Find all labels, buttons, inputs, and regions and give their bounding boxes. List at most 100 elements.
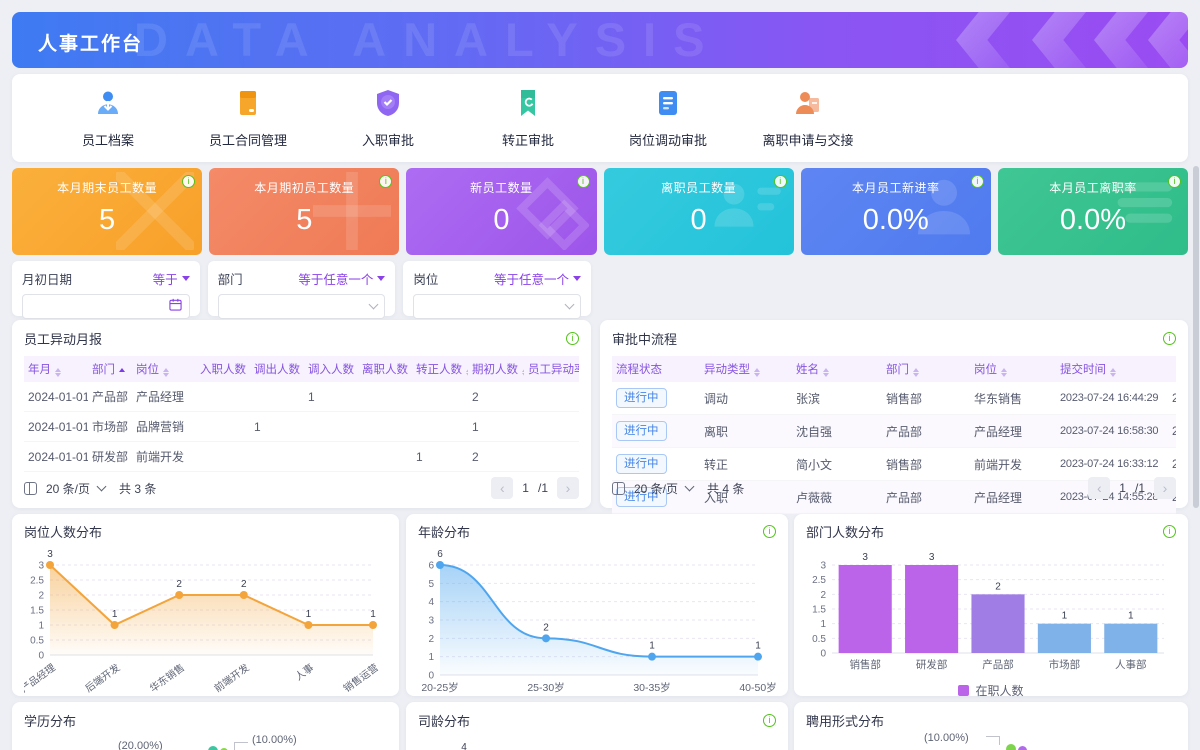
sort-icon[interactable]: [163, 368, 169, 377]
svg-text:1: 1: [755, 641, 761, 652]
sort-icon[interactable]: [522, 368, 524, 377]
filter-operator[interactable]: 等于任意一个: [298, 269, 386, 288]
svg-text:5: 5: [428, 579, 434, 590]
filter-date-input[interactable]: [22, 294, 190, 319]
column-settings-icon[interactable]: [24, 481, 37, 495]
sort-icon[interactable]: [55, 368, 61, 377]
quick-link-2[interactable]: 员工合同管理: [178, 88, 318, 149]
chart-title: 聘用形式分布: [806, 714, 885, 729]
quick-link-1[interactable]: 员工档案: [38, 88, 178, 149]
table-cell: 简小文: [792, 447, 882, 481]
column-header-3[interactable]: 岗位: [132, 356, 196, 382]
column-header-4[interactable]: 部门: [882, 356, 970, 382]
stat-card-value: 0: [493, 204, 510, 236]
quick-link-label: 离职申请与交接: [762, 132, 854, 148]
column-header-7[interactable]: 离职人数: [358, 356, 412, 382]
prev-page-button[interactable]: ‹: [491, 477, 514, 499]
info-icon[interactable]: i: [970, 175, 984, 188]
table-cell: 调动: [700, 382, 792, 415]
table-cell: 2024-01-01: [24, 382, 88, 412]
position-distribution-card: 岗位人数分布 0 0.5 1 1.5 2 2.5 3 3 产品经理 1 后端开发 2 华东销售 2 前端开发…: [12, 514, 399, 696]
column-header-3[interactable]: 姓名: [792, 356, 882, 382]
svg-text:1: 1: [112, 609, 118, 620]
info-icon[interactable]: i: [763, 714, 776, 727]
column-header-9[interactable]: 期初人数: [468, 356, 524, 382]
info-icon[interactable]: i: [182, 175, 196, 188]
page-scrollbar[interactable]: [1192, 0, 1200, 750]
sort-icon[interactable]: [119, 368, 125, 372]
sort-icon[interactable]: [1001, 368, 1007, 377]
chevron-down-icon[interactable]: [684, 481, 695, 492]
quick-link-3[interactable]: 入职审批: [318, 88, 458, 149]
table-cell: 2: [468, 441, 524, 472]
info-icon[interactable]: i: [1163, 332, 1176, 345]
table-cell: [304, 411, 358, 442]
sort-icon[interactable]: [754, 368, 760, 377]
table-row: 2024-01-01 研发部 前端开发 1 2: [24, 441, 579, 472]
column-header-2[interactable]: 部门: [88, 356, 132, 382]
filter-select-input[interactable]: [413, 294, 582, 319]
filter-operator[interactable]: 等于任意一个: [494, 269, 582, 288]
info-icon[interactable]: i: [1163, 525, 1176, 538]
column-header-4[interactable]: 入职人数: [196, 356, 250, 382]
stat-card-label: 新员工数量: [470, 181, 533, 195]
table-cell: 品牌营销: [132, 411, 196, 442]
filter-select-input[interactable]: [217, 294, 386, 319]
status-badge: 进行中: [616, 388, 667, 408]
column-header-6[interactable]: 调入人数: [304, 356, 358, 382]
quick-link-5[interactable]: 岗位调动审批: [598, 88, 738, 149]
column-header-10[interactable]: 员工异动率: [524, 356, 579, 382]
svg-text:4: 4: [428, 597, 434, 608]
sort-icon[interactable]: [913, 368, 919, 377]
svg-text:1: 1: [649, 641, 655, 652]
column-header-2[interactable]: 异动类型: [700, 356, 792, 382]
chevron-down-icon: [564, 299, 575, 310]
svg-text:研发部: 研发部: [916, 658, 948, 671]
info-icon[interactable]: i: [576, 175, 590, 188]
table-cell: [196, 411, 250, 442]
info-icon[interactable]: i: [1168, 175, 1182, 188]
sort-icon[interactable]: [823, 368, 829, 377]
info-icon[interactable]: i: [566, 332, 579, 345]
quick-link-6[interactable]: 离职申请与交接: [738, 88, 878, 149]
table-cell: 2023-07-24 16:33:12: [1056, 447, 1168, 481]
column-header-8[interactable]: 转正人数: [412, 356, 468, 382]
table-cell: 2: [1168, 447, 1176, 481]
prev-page-button[interactable]: ‹: [1088, 477, 1111, 499]
next-page-button[interactable]: ›: [557, 477, 579, 499]
page-size-select[interactable]: 20 条/页: [46, 481, 91, 496]
filter-label: 月初日期: [22, 273, 73, 287]
column-settings-icon[interactable]: [612, 481, 625, 495]
total-pages: /1: [537, 481, 548, 495]
svg-text:30-35岁: 30-35岁: [633, 681, 670, 694]
table-cell: 张滨: [792, 382, 882, 415]
svg-text:1: 1: [1128, 611, 1134, 622]
table-cell: 进行中: [612, 447, 700, 481]
info-icon[interactable]: i: [379, 175, 393, 188]
sort-icon[interactable]: [466, 368, 468, 377]
info-icon[interactable]: i: [773, 175, 787, 188]
page-size-select[interactable]: 20 条/页: [634, 481, 679, 496]
chevron-down-icon[interactable]: [96, 481, 107, 492]
column-header-5[interactable]: 岗位: [970, 356, 1056, 382]
age-distribution-chart: 0 1 2 3 4 5 66 20-25岁 2 25-30岁 1 30-35岁 1 40-50岁: [421, 549, 776, 694]
svg-text:1.5: 1.5: [30, 606, 44, 617]
scrollbar-thumb[interactable]: [1193, 166, 1199, 508]
stat-card-value: 0.0%: [862, 204, 929, 236]
quick-link-4[interactable]: 转正审批: [458, 88, 598, 149]
sort-icon[interactable]: [1110, 368, 1116, 377]
chart-title: 学历分布: [24, 714, 77, 729]
svg-text:前端开发: 前端开发: [212, 661, 252, 695]
column-header-5[interactable]: 调出人数: [250, 356, 304, 382]
info-icon[interactable]: i: [763, 525, 776, 538]
column-header-6[interactable]: 提交时间: [1056, 356, 1168, 382]
column-header-1[interactable]: 年月: [24, 356, 88, 382]
filter-operator[interactable]: 等于: [153, 269, 190, 288]
svg-text:20-25岁: 20-25岁: [421, 681, 458, 694]
next-page-button[interactable]: ›: [1154, 477, 1176, 499]
pie-slice-fragment: [1018, 746, 1027, 750]
pie-slice-fragment: [220, 748, 228, 750]
resignation-icon: [793, 88, 823, 123]
table-cell: 产品部: [88, 382, 132, 412]
